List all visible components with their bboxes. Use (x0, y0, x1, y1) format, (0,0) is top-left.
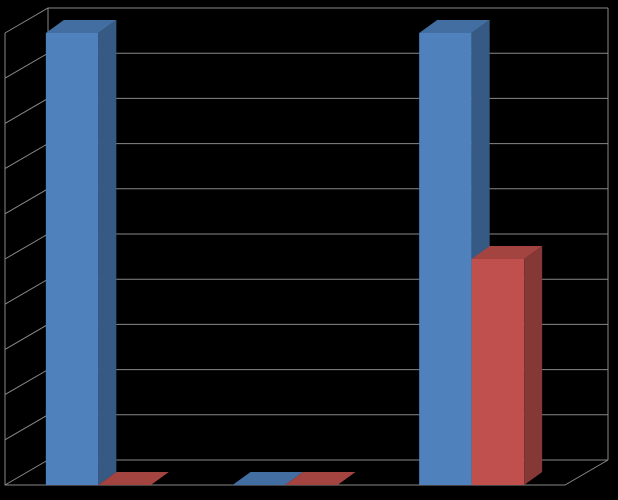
bar-top (98, 472, 169, 485)
grid-line (4, 7, 608, 34)
bar-top (285, 472, 356, 485)
bar-front (419, 33, 472, 485)
bar-top (419, 20, 490, 33)
bar (471, 246, 543, 485)
bar (45, 20, 117, 485)
bar-top (232, 472, 303, 485)
bar-side (98, 20, 117, 485)
bar (232, 472, 303, 485)
bar-top (45, 20, 117, 33)
bar-front (45, 33, 99, 485)
bar (285, 472, 356, 485)
bar (98, 472, 169, 485)
bar-side (524, 246, 543, 485)
bar-front (471, 259, 525, 485)
bar-top (471, 246, 543, 259)
